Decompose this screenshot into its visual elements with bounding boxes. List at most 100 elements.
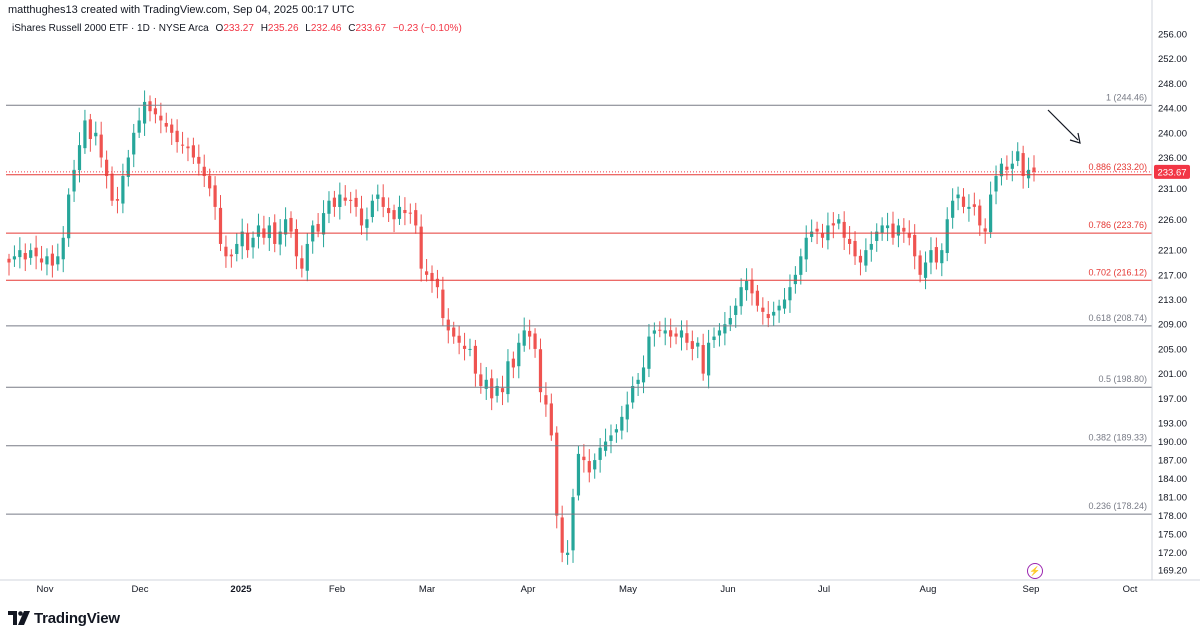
candle — [305, 233, 309, 282]
time-axis[interactable]: Nov Dec 2025 Feb Mar Apr May Jun Jul Aug Sep Oct — [0, 579, 1200, 595]
time-tick-label: Feb — [329, 584, 345, 595]
candle — [885, 212, 890, 242]
low-value: 232.46 — [310, 23, 342, 34]
candle — [240, 218, 244, 260]
candle — [387, 197, 391, 222]
tradingview-logo-icon — [8, 611, 30, 625]
candle — [39, 245, 44, 271]
candle — [18, 237, 22, 269]
open-label: O — [215, 23, 224, 34]
price-tick-label: 213.00 — [1158, 295, 1187, 306]
candle — [869, 231, 873, 262]
candle — [1016, 142, 1020, 167]
candle — [999, 158, 1004, 186]
candle — [457, 325, 461, 355]
candle — [598, 438, 602, 473]
candle — [506, 349, 510, 403]
candle — [701, 333, 705, 381]
candle — [972, 192, 976, 216]
candle — [164, 112, 168, 133]
price-tick-label: 221.00 — [1158, 246, 1187, 257]
candle — [359, 195, 364, 235]
flash-icon[interactable]: ⚡ — [1027, 563, 1043, 579]
tradingview-brand[interactable]: TradingView — [8, 608, 120, 628]
price-tick-label: 172.00 — [1158, 548, 1187, 559]
candle — [880, 217, 884, 241]
candle — [430, 265, 434, 293]
candle — [1021, 145, 1025, 189]
candle — [115, 186, 120, 214]
price-tick-label: 244.00 — [1158, 104, 1187, 115]
candle — [1032, 155, 1036, 182]
high-value: 235.26 — [267, 23, 299, 34]
candle — [294, 219, 299, 270]
candle — [376, 184, 380, 212]
fib-level-label: 0.702 (216.12) — [1088, 267, 1147, 277]
brand-name: TradingView — [34, 609, 120, 627]
price-tick-label: 178.00 — [1158, 511, 1187, 522]
candle — [7, 253, 11, 276]
candle — [246, 223, 250, 258]
candle — [56, 243, 60, 271]
candle — [620, 405, 624, 440]
candle — [902, 218, 906, 243]
candle — [517, 333, 521, 379]
candle — [717, 323, 722, 347]
candle — [576, 445, 581, 501]
candle — [121, 163, 125, 214]
price-tick-label: 190.00 — [1158, 437, 1187, 448]
time-tick-label: May — [619, 584, 637, 595]
candle — [110, 166, 114, 206]
candle — [126, 149, 130, 187]
candle — [132, 123, 136, 168]
last-price-value: 233.67 — [1157, 167, 1186, 178]
candle — [864, 238, 868, 272]
candle — [218, 195, 223, 252]
symbol-title[interactable]: iShares Russell 2000 ETF · 1D · NYSE Arc… — [12, 23, 209, 34]
price-tick-label: 252.00 — [1158, 54, 1187, 65]
price-tick-label: 231.00 — [1158, 184, 1187, 195]
candle — [397, 195, 402, 225]
candle — [772, 301, 776, 326]
candle — [262, 215, 266, 245]
price-tick-label: 256.00 — [1158, 30, 1187, 41]
candle — [45, 248, 49, 276]
candle — [826, 212, 830, 250]
open-value: 233.27 — [223, 23, 254, 34]
candle — [153, 97, 158, 124]
candle — [370, 194, 374, 223]
candle — [913, 224, 917, 270]
candle — [338, 182, 342, 220]
candle — [441, 276, 445, 326]
arrow-icon — [1047, 109, 1081, 144]
candle — [755, 284, 760, 312]
candle — [761, 297, 765, 325]
candle — [23, 243, 27, 272]
candle — [197, 144, 201, 176]
candle — [278, 219, 282, 256]
candle — [571, 488, 575, 563]
candle — [522, 317, 526, 352]
candle — [945, 207, 949, 262]
candle — [159, 102, 163, 134]
candle — [674, 327, 678, 345]
candle — [951, 188, 955, 229]
candle — [462, 332, 467, 361]
candle — [435, 269, 440, 299]
time-tick-label: Mar — [419, 584, 435, 595]
candle — [419, 214, 423, 282]
candle — [782, 287, 787, 314]
candle — [587, 449, 591, 483]
candle — [891, 211, 895, 245]
candle — [511, 351, 515, 379]
candle — [148, 95, 152, 122]
candle — [636, 372, 640, 396]
candle — [403, 197, 407, 226]
price-axis[interactable]: 256.00 252.00 248.00 244.00 240.00 236.00 231.… — [1151, 0, 1190, 580]
candle — [582, 444, 586, 473]
time-tick-label: Jul — [818, 584, 830, 595]
fib-level-label: 1 (244.46) — [1106, 92, 1147, 102]
candle — [137, 107, 141, 138]
low-label: L — [305, 23, 311, 34]
